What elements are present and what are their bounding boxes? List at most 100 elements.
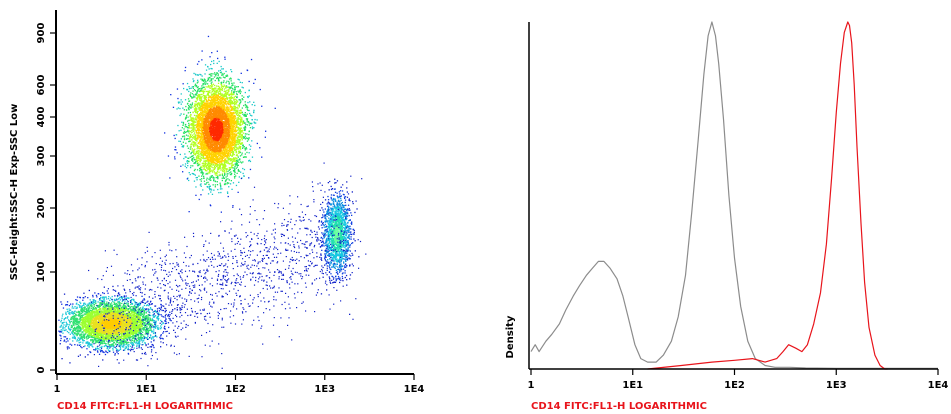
- density-dot: [203, 100, 205, 102]
- density-dot: [224, 113, 227, 115]
- density-dot: [215, 137, 217, 139]
- density-dot: [202, 156, 204, 158]
- density-dot: [219, 138, 221, 141]
- density-dot: [200, 126, 202, 128]
- density-dot: [240, 127, 243, 129]
- density-dot: [225, 144, 228, 146]
- density-dot: [220, 109, 222, 112]
- density-dot: [192, 80, 195, 83]
- density-dot: [201, 79, 203, 82]
- density-dot: [214, 90, 216, 92]
- density-dot: [203, 79, 205, 82]
- density-dot: [203, 133, 205, 135]
- density-dot: [202, 141, 204, 144]
- density-dot: [229, 167, 231, 169]
- density-dot: [217, 188, 219, 191]
- density-dot: [214, 173, 216, 175]
- density-dot: [234, 140, 236, 143]
- density-dot: [209, 73, 212, 75]
- density-dot: [219, 188, 222, 190]
- density-dot: [194, 96, 196, 98]
- density-dot: [210, 67, 212, 70]
- density-dot: [180, 143, 183, 145]
- density-dot: [248, 109, 250, 112]
- density-dot: [223, 96, 226, 98]
- density-dot: [223, 128, 225, 130]
- density-dot: [206, 172, 208, 175]
- density-dot: [195, 139, 198, 142]
- density-dot: [241, 135, 243, 138]
- density-dot: [211, 89, 213, 91]
- density-dot: [213, 91, 216, 93]
- density-dot: [202, 94, 205, 96]
- density-dot: [192, 173, 194, 175]
- density-dot: [192, 144, 195, 147]
- density-dot: [180, 129, 182, 131]
- density-dot: [216, 172, 218, 175]
- density-dot: [201, 118, 204, 120]
- density-dot: [223, 140, 226, 142]
- density-dot: [215, 139, 218, 141]
- density-dot: [226, 75, 229, 77]
- density-dot: [196, 115, 198, 117]
- density-dot: [194, 143, 196, 145]
- density-dot: [225, 128, 227, 130]
- density-dot: [232, 123, 234, 125]
- density-dot: [219, 69, 222, 72]
- density-dot: [219, 111, 221, 113]
- density-dot: [259, 88, 261, 91]
- density-dot: [190, 114, 192, 116]
- density-dot: [230, 138, 233, 141]
- density-dot: [186, 131, 188, 133]
- density-dot: [212, 83, 214, 85]
- density-dot: [206, 100, 208, 102]
- density-dot: [188, 151, 190, 153]
- density-dot: [236, 146, 238, 149]
- density-dot: [231, 119, 233, 121]
- density-dot: [196, 91, 198, 93]
- density-dot: [194, 134, 196, 137]
- density-dot: [218, 77, 220, 79]
- density-dot: [213, 133, 215, 135]
- density-dot: [238, 106, 240, 108]
- density-dot: [222, 140, 224, 143]
- density-dot: [235, 144, 237, 147]
- density-dot: [204, 147, 206, 150]
- density-dot: [217, 105, 220, 107]
- density-dot: [229, 96, 231, 99]
- density-dot: [207, 152, 209, 154]
- density-dot: [232, 152, 234, 155]
- density-dot: [214, 158, 216, 160]
- density-dot: [222, 142, 225, 145]
- density-dot: [207, 153, 209, 155]
- density-dot: [225, 82, 227, 84]
- density-dot: [211, 144, 213, 146]
- density-dot: [225, 168, 227, 170]
- density-dot: [200, 117, 202, 119]
- density-dot: [212, 114, 214, 116]
- density-dot: [227, 119, 229, 121]
- density-dot: [231, 106, 233, 109]
- density-dot: [193, 120, 195, 123]
- density-dot: [238, 132, 240, 134]
- density-dot: [196, 108, 198, 110]
- density-dot: [229, 98, 231, 100]
- density-dot: [230, 151, 232, 153]
- density-dot: [245, 114, 247, 116]
- density-dot: [195, 144, 197, 146]
- density-dot: [217, 117, 219, 119]
- density-dot: [234, 109, 236, 111]
- density-dot: [209, 131, 211, 133]
- density-dot: [191, 127, 193, 129]
- density-dot: [219, 101, 221, 103]
- density-dot: [222, 107, 224, 109]
- density-dot: [205, 98, 207, 101]
- density-dot: [219, 103, 222, 105]
- density-dot: [190, 124, 193, 126]
- density-dot: [213, 128, 215, 130]
- density-dot: [211, 119, 213, 121]
- density-dot: [207, 139, 209, 141]
- density-dot: [206, 166, 208, 169]
- density-dot: [229, 134, 231, 136]
- density-dot: [184, 118, 187, 120]
